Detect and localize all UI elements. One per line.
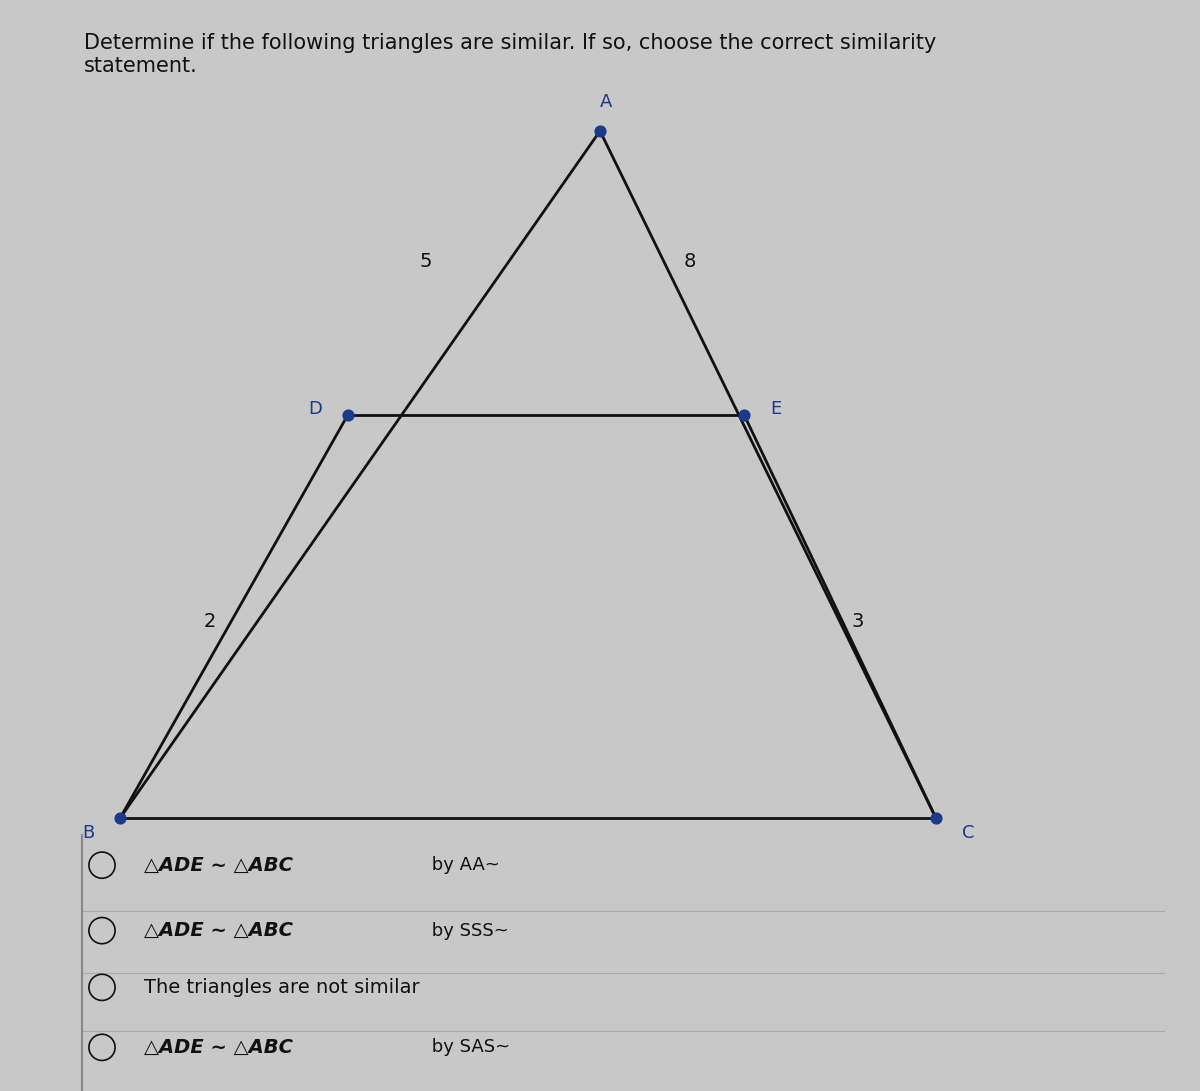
Text: 5: 5 bbox=[420, 252, 432, 272]
Text: D: D bbox=[308, 400, 322, 418]
Text: △ADE ∼ △ABC: △ADE ∼ △ABC bbox=[144, 921, 293, 940]
Text: E: E bbox=[770, 400, 781, 418]
Point bbox=[590, 122, 610, 140]
Text: △ADE ∼ △ABC: △ADE ∼ △ABC bbox=[144, 1038, 293, 1057]
Point bbox=[110, 810, 130, 827]
Point bbox=[926, 810, 946, 827]
Text: A: A bbox=[600, 94, 612, 111]
Text: by SAS~: by SAS~ bbox=[426, 1039, 510, 1056]
Text: by AA~: by AA~ bbox=[426, 856, 500, 874]
Point bbox=[338, 406, 358, 423]
Text: Determine if the following triangles are similar. If so, choose the correct simi: Determine if the following triangles are… bbox=[84, 33, 936, 76]
Text: 8: 8 bbox=[684, 252, 696, 272]
Text: C: C bbox=[962, 824, 974, 841]
Text: by SSS~: by SSS~ bbox=[426, 922, 509, 939]
Text: B: B bbox=[82, 824, 94, 841]
Text: The triangles are not similar: The triangles are not similar bbox=[144, 978, 420, 997]
Text: 3: 3 bbox=[852, 612, 864, 632]
Text: 2: 2 bbox=[204, 612, 216, 632]
Text: △ADE ∼ △ABC: △ADE ∼ △ABC bbox=[144, 855, 293, 875]
Point bbox=[734, 406, 754, 423]
